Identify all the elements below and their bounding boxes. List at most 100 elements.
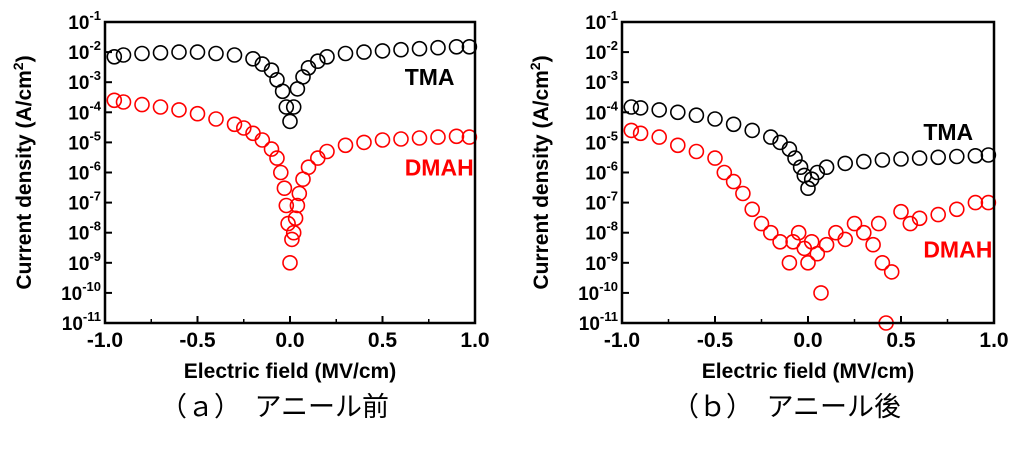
y-tick-label: 10-5: [585, 128, 618, 154]
data-point: [236, 120, 252, 136]
data-point: [967, 148, 984, 164]
y-tick-label: 10-8: [68, 219, 101, 245]
data-point: [670, 104, 686, 121]
data-point: [725, 116, 742, 133]
data-point: [893, 151, 909, 167]
data-point: [800, 254, 816, 271]
y-tick-label: 10-9: [585, 249, 618, 275]
data-point: [874, 152, 891, 168]
data-point: [763, 129, 779, 145]
data-point: [337, 137, 354, 154]
x-tick-label: -0.5: [179, 329, 216, 352]
data-point: [115, 94, 132, 110]
x-tick-label: 0.0: [275, 329, 304, 352]
data-point: [278, 197, 295, 214]
data-point: [948, 201, 965, 218]
data-point: [948, 148, 965, 165]
x-tick-label: 0.5: [368, 329, 398, 352]
data-point: [980, 147, 997, 163]
data-point: [846, 215, 863, 232]
data-point: [632, 100, 649, 116]
data-point: [772, 234, 788, 250]
data-point: [171, 102, 187, 118]
data-point: [967, 194, 984, 211]
data-point: [287, 210, 304, 227]
data-point: [716, 164, 733, 181]
series-label-tma: TMA: [923, 119, 973, 145]
annotations: TMA DMAH: [923, 119, 992, 262]
data-point: [309, 150, 326, 166]
data-point: [837, 155, 854, 172]
series-label-dmah: DMAH: [923, 236, 992, 262]
data-point: [785, 234, 801, 250]
data-point: [930, 149, 947, 166]
data-point: [911, 150, 928, 166]
data-point: [393, 131, 409, 147]
data-point: [289, 197, 306, 214]
data-point: [781, 254, 798, 271]
y-tick-label: 10-1: [68, 8, 101, 34]
data-point: [291, 185, 308, 202]
data-point: [980, 194, 997, 211]
data-point: [818, 159, 835, 175]
data-point: [893, 203, 909, 220]
data-point: [272, 164, 289, 181]
x-axis: -1.0 -0.5 0.0 0.5 1.0 Electric field (MV/cm): [87, 316, 490, 383]
data-point: [284, 231, 300, 248]
data-point: [263, 62, 280, 78]
data-point: [930, 206, 947, 223]
data-point: [651, 129, 667, 145]
data-point: [356, 44, 372, 60]
data-point: [707, 111, 723, 127]
data-point: [623, 122, 640, 139]
y-tick-label: 10-3: [68, 68, 101, 94]
x-tick-label: 0.5: [886, 329, 916, 352]
data-point: [870, 215, 887, 232]
data-point: [707, 150, 723, 166]
data-point: [374, 132, 391, 148]
data-point: [319, 143, 335, 160]
y-tick-label: 10-2: [585, 38, 618, 64]
y-tick-label: 10-11: [579, 309, 618, 335]
y-tick-label: 10-6: [68, 159, 101, 185]
y-tick-label: 10-4: [585, 98, 618, 124]
y-tick-label: 10-7: [68, 189, 101, 215]
y-tick-label: 10-4: [68, 98, 101, 124]
x-tick-label: 1.0: [460, 329, 489, 352]
x-axis: -1.0 -0.5 0.0 0.5 1.0 Electric field (MV/cm): [604, 316, 1009, 383]
y-axis-label: Current density (A/cm2): [527, 55, 553, 289]
data-point: [189, 105, 206, 122]
caption-b: （ｂ） アニール後: [672, 392, 901, 423]
data-point: [106, 48, 123, 65]
data-point: [818, 236, 835, 253]
annotations: TMA DMAH: [405, 64, 474, 180]
data-point: [171, 44, 187, 60]
data-point: [115, 47, 132, 63]
data-layer: [106, 38, 478, 271]
y-tick-label: 10-1: [585, 8, 618, 34]
data-point: [411, 130, 428, 146]
data-point: [300, 159, 317, 175]
data-point: [688, 143, 705, 160]
series-dmah: [623, 122, 997, 331]
y-tick-label: 10-11: [62, 309, 101, 335]
y-tick-label: 10-8: [585, 219, 618, 245]
data-point: [828, 224, 844, 241]
data-point: [448, 128, 465, 145]
data-point: [254, 132, 271, 148]
data-point: [189, 44, 206, 60]
chart-b: -1.0 -0.5 0.0 0.5 1.0 Electric field (MV/cm) 1…: [527, 8, 1009, 383]
x-tick-label: -1.0: [604, 329, 640, 352]
data-point: [448, 38, 465, 55]
y-axis: 10-11 10-10 10-9 10-8 10-7 10-6 10-5 10-4 10-3 10…: [10, 8, 112, 335]
data-point: [295, 69, 311, 85]
y-tick-label: 10-10: [61, 279, 101, 305]
data-point: [269, 150, 285, 166]
data-point: [809, 245, 826, 262]
data-point: [461, 38, 478, 55]
data-point: [430, 129, 446, 145]
data-point: [670, 137, 686, 154]
data-point: [208, 111, 224, 127]
x-axis-label: Electric field (MV/cm): [184, 360, 396, 383]
data-point: [278, 99, 295, 115]
